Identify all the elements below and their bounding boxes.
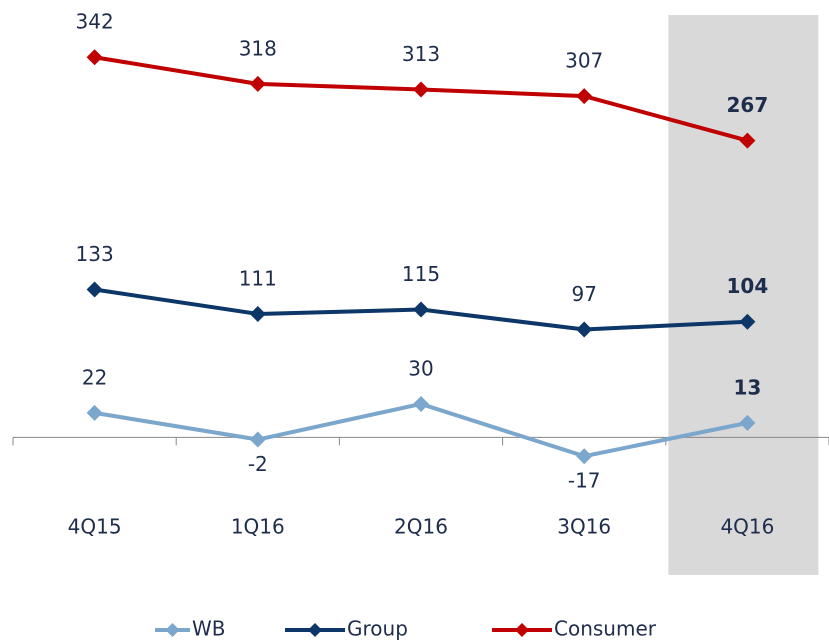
point-marker <box>576 88 593 105</box>
highlight <box>668 15 819 575</box>
point-marker <box>739 132 756 149</box>
data-label: 318 <box>239 36 277 60</box>
x-tick-label: 2Q16 <box>394 515 448 539</box>
legend-label: Group <box>347 617 408 641</box>
point-marker <box>249 75 266 92</box>
data-label: 115 <box>402 262 440 286</box>
data-label: 313 <box>402 42 440 66</box>
data-label: 133 <box>76 242 114 266</box>
point-marker <box>739 313 756 330</box>
point-marker <box>576 321 593 338</box>
data-label: 97 <box>571 282 596 306</box>
legend-label: WB <box>192 617 226 641</box>
point-marker <box>86 49 103 66</box>
data-label: 307 <box>565 49 603 73</box>
point-marker <box>413 81 429 98</box>
data-label: 22 <box>82 365 107 389</box>
x-tick-label: 4Q15 <box>68 515 122 539</box>
point-marker <box>249 305 266 322</box>
point-marker <box>739 414 756 431</box>
point-marker <box>86 404 103 421</box>
point-marker <box>86 281 103 298</box>
legend-marker <box>165 623 180 637</box>
x-tick-label: 3Q16 <box>557 515 611 539</box>
point-marker <box>249 431 266 448</box>
legend-marker <box>308 623 322 637</box>
data-label: 13 <box>733 375 761 399</box>
data-label: -17 <box>568 469 601 493</box>
data-label: 30 <box>408 356 433 380</box>
point-marker <box>413 301 429 318</box>
x-tick-label: 1Q16 <box>231 515 285 539</box>
legend-marker <box>515 623 529 637</box>
series-line <box>94 55 748 143</box>
data-label: 267 <box>727 93 769 117</box>
point-marker <box>413 395 429 412</box>
legend-label: Consumer <box>554 617 657 641</box>
x-tick-label: 4Q16 <box>720 515 774 539</box>
data-label: 111 <box>239 266 277 290</box>
data-label: 342 <box>76 10 114 34</box>
point-marker <box>576 448 593 465</box>
data-label: 104 <box>727 274 769 298</box>
data-label: -2 <box>248 452 268 476</box>
